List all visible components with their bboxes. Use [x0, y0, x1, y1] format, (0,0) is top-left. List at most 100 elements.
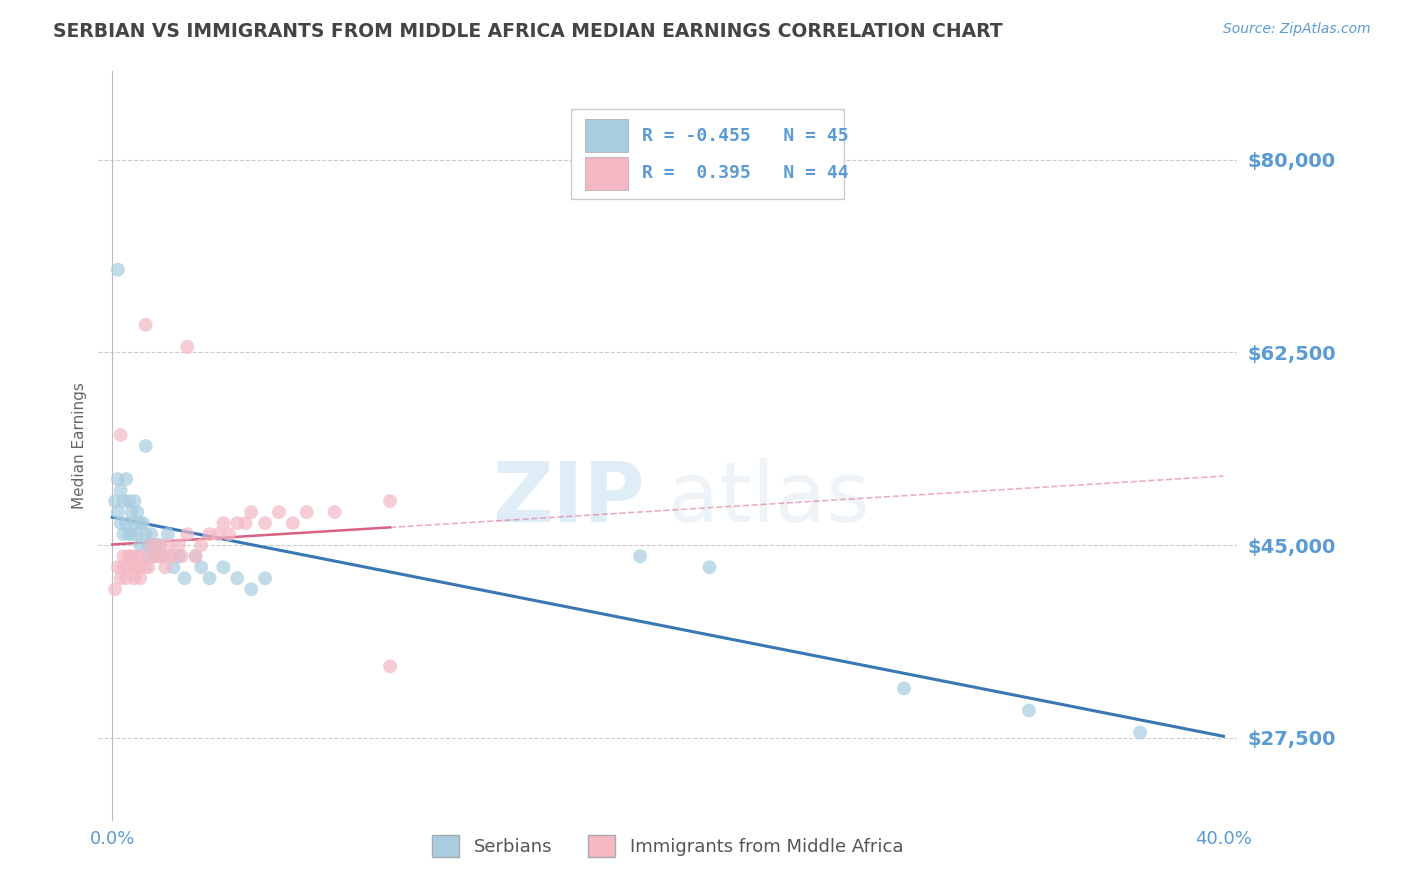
Legend: Serbians, Immigrants from Middle Africa: Serbians, Immigrants from Middle Africa: [425, 828, 911, 864]
Point: [124, 560, 146, 574]
Point: [1018, 703, 1040, 717]
Point: [190, 560, 212, 574]
Point: [240, 582, 263, 597]
Text: atlas: atlas: [668, 458, 869, 539]
Point: [226, 516, 249, 530]
Point: [132, 549, 155, 564]
Point: [148, 538, 170, 552]
FancyBboxPatch shape: [571, 109, 845, 199]
Point: [135, 439, 157, 453]
Point: [124, 494, 146, 508]
Point: [138, 560, 160, 574]
Point: [167, 549, 190, 564]
Point: [118, 560, 141, 574]
Point: [699, 560, 721, 574]
Point: [295, 505, 318, 519]
Point: [129, 538, 152, 552]
Point: [170, 549, 193, 564]
Point: [267, 505, 290, 519]
Point: [141, 538, 163, 552]
Point: [129, 516, 152, 530]
Point: [212, 560, 235, 574]
Point: [104, 582, 127, 597]
Text: R =  0.395   N = 44: R = 0.395 N = 44: [641, 164, 848, 182]
Point: [138, 549, 160, 564]
Point: [145, 549, 167, 564]
Point: [135, 527, 157, 541]
Point: [176, 527, 198, 541]
Point: [254, 571, 277, 585]
Point: [198, 571, 221, 585]
Text: SERBIAN VS IMMIGRANTS FROM MIDDLE AFRICA MEDIAN EARNINGS CORRELATION CHART: SERBIAN VS IMMIGRANTS FROM MIDDLE AFRICA…: [53, 22, 1002, 41]
Text: Source: ZipAtlas.com: Source: ZipAtlas.com: [1223, 22, 1371, 37]
Point: [112, 494, 135, 508]
Point: [148, 538, 170, 552]
Point: [110, 428, 132, 442]
Point: [129, 560, 152, 574]
Point: [115, 472, 138, 486]
Point: [240, 505, 263, 519]
Point: [115, 571, 138, 585]
Point: [107, 505, 129, 519]
Point: [132, 516, 155, 530]
Point: [184, 549, 207, 564]
Point: [145, 538, 167, 552]
Point: [112, 560, 135, 574]
Point: [143, 538, 166, 552]
Point: [107, 472, 129, 486]
Text: R = -0.455   N = 45: R = -0.455 N = 45: [641, 127, 848, 145]
Point: [378, 494, 401, 508]
Point: [121, 549, 143, 564]
Point: [118, 527, 141, 541]
Point: [143, 549, 166, 564]
Point: [110, 516, 132, 530]
Point: [218, 527, 240, 541]
Point: [129, 571, 152, 585]
Point: [159, 549, 181, 564]
Text: ZIP: ZIP: [492, 458, 645, 539]
Point: [127, 549, 149, 564]
Point: [184, 549, 207, 564]
Point: [254, 516, 277, 530]
Point: [156, 527, 179, 541]
Point: [378, 659, 401, 673]
Point: [150, 549, 173, 564]
Point: [198, 527, 221, 541]
Point: [176, 340, 198, 354]
Point: [190, 538, 212, 552]
Point: [145, 549, 167, 564]
Point: [124, 516, 146, 530]
Point: [135, 318, 157, 332]
Point: [104, 494, 127, 508]
FancyBboxPatch shape: [585, 120, 628, 153]
Point: [127, 505, 149, 519]
Point: [107, 262, 129, 277]
Point: [107, 560, 129, 574]
Point: [118, 549, 141, 564]
Point: [162, 549, 184, 564]
Point: [167, 538, 190, 552]
FancyBboxPatch shape: [585, 157, 628, 190]
Point: [112, 549, 135, 564]
Point: [1129, 725, 1152, 739]
Point: [150, 549, 173, 564]
Point: [156, 538, 179, 552]
Point: [121, 505, 143, 519]
Point: [112, 527, 135, 541]
Point: [628, 549, 651, 564]
Point: [281, 516, 304, 530]
Point: [173, 571, 195, 585]
Point: [235, 516, 257, 530]
Point: [162, 560, 184, 574]
Point: [110, 483, 132, 497]
Point: [141, 527, 163, 541]
Point: [153, 560, 176, 574]
Point: [127, 527, 149, 541]
Point: [121, 527, 143, 541]
Point: [893, 681, 915, 696]
Point: [135, 560, 157, 574]
Point: [138, 538, 160, 552]
Point: [118, 494, 141, 508]
Point: [115, 516, 138, 530]
Point: [124, 571, 146, 585]
